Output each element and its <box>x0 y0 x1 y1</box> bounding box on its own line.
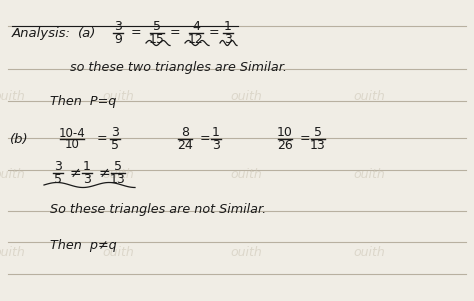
Text: 3: 3 <box>111 126 119 139</box>
Text: ouith: ouith <box>103 246 134 259</box>
Text: 5: 5 <box>314 126 322 139</box>
Text: =: = <box>300 132 310 145</box>
Text: Then  p≠q: Then p≠q <box>50 240 117 253</box>
Text: 8: 8 <box>181 126 189 139</box>
Text: 3: 3 <box>83 173 91 186</box>
Text: ouith: ouith <box>0 246 25 259</box>
Text: so these two triangles are Similar.: so these two triangles are Similar. <box>70 61 287 75</box>
Text: 12: 12 <box>188 33 204 46</box>
Text: ouith: ouith <box>354 168 385 181</box>
Text: 10: 10 <box>277 126 293 139</box>
Text: (a): (a) <box>78 26 96 39</box>
Text: =: = <box>170 26 181 39</box>
Text: ≠: ≠ <box>70 166 82 180</box>
Text: 3: 3 <box>224 33 232 46</box>
Text: 10: 10 <box>64 138 80 151</box>
Text: 3: 3 <box>114 20 122 33</box>
Text: 4: 4 <box>192 20 200 33</box>
Text: 5: 5 <box>54 173 62 186</box>
Text: =: = <box>131 26 142 39</box>
Text: ouith: ouith <box>231 168 262 181</box>
Text: =: = <box>200 132 210 145</box>
Text: ouith: ouith <box>354 90 385 103</box>
Text: 5: 5 <box>153 20 161 33</box>
Text: 15: 15 <box>149 33 165 46</box>
Text: 26: 26 <box>277 139 293 152</box>
Text: ouith: ouith <box>231 246 262 259</box>
Text: ouith: ouith <box>0 90 25 103</box>
Text: =: = <box>97 132 108 145</box>
Text: ≠: ≠ <box>99 166 110 180</box>
Text: Analysis:: Analysis: <box>12 26 71 39</box>
Text: 9: 9 <box>114 33 122 46</box>
Text: ouith: ouith <box>103 90 134 103</box>
Text: 10-4: 10-4 <box>59 126 85 140</box>
Text: 1: 1 <box>224 20 232 33</box>
Text: ouith: ouith <box>0 168 25 181</box>
Text: 13: 13 <box>310 139 326 152</box>
Text: So these triangles are not Similar.: So these triangles are not Similar. <box>50 203 266 216</box>
Text: (b): (b) <box>10 132 28 145</box>
Text: 24: 24 <box>177 139 193 152</box>
Text: ouith: ouith <box>103 168 134 181</box>
Text: 13: 13 <box>110 173 126 186</box>
Text: 5: 5 <box>114 160 122 173</box>
Text: Then  P=q: Then P=q <box>50 95 117 107</box>
Text: 3: 3 <box>54 160 62 173</box>
Text: ouith: ouith <box>231 90 262 103</box>
Text: 5: 5 <box>111 139 119 152</box>
Text: 3: 3 <box>212 139 220 152</box>
Text: 1: 1 <box>83 160 91 173</box>
Text: =: = <box>209 26 219 39</box>
Text: ouith: ouith <box>354 246 385 259</box>
Text: 1: 1 <box>212 126 220 139</box>
